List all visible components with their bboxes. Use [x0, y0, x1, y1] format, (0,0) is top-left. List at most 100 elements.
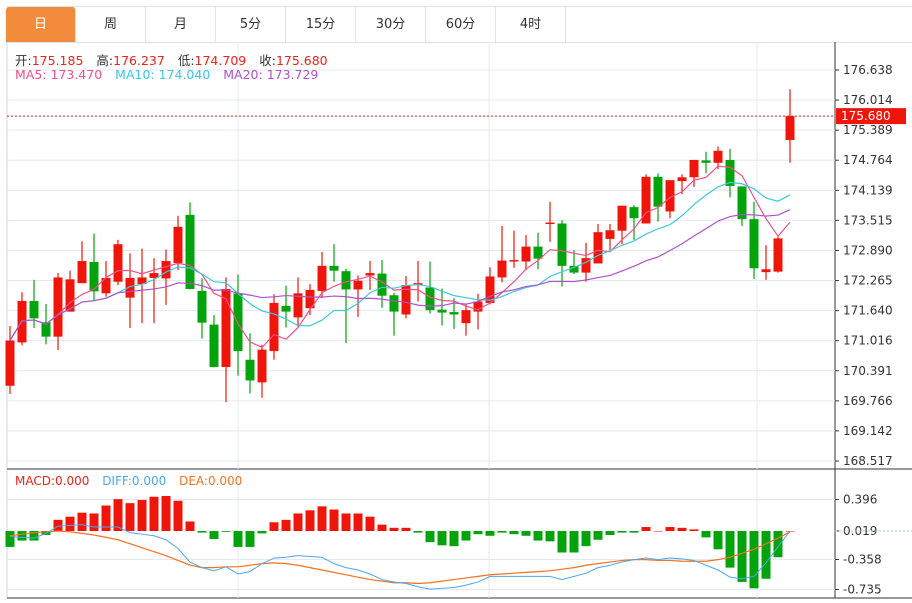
candle-up — [125, 277, 135, 298]
price-tick-label: 172.265 — [843, 274, 893, 288]
candle-up — [773, 238, 783, 272]
price-tick-label: 176.638 — [843, 63, 893, 77]
candle-up — [713, 150, 723, 163]
candle-down — [533, 246, 543, 259]
macd-bar — [749, 531, 759, 589]
macd-bar — [365, 516, 375, 531]
macd-bar — [449, 531, 459, 547]
candle-up — [293, 293, 303, 318]
macd-legend: MACD:0.000 DIFF:0.000 DEA:0.000 — [15, 474, 251, 488]
candle-down — [701, 160, 711, 163]
close-value: 175.680 — [275, 53, 328, 68]
tab-15min[interactable]: 15分 — [286, 7, 356, 42]
candle-down — [377, 273, 387, 296]
candle-up — [137, 277, 147, 285]
candle-down — [425, 287, 435, 311]
price-tick-label: 171.016 — [843, 334, 893, 348]
candle-down — [89, 262, 99, 292]
macd-bar — [185, 521, 195, 531]
candle-down — [197, 290, 207, 323]
candle-up — [593, 232, 603, 264]
diff-line — [9, 524, 791, 590]
tab-week[interactable]: 周 — [76, 7, 146, 42]
macd-bar — [473, 531, 483, 535]
candle-down — [41, 322, 51, 337]
candle-up — [365, 273, 375, 276]
candle-down — [185, 214, 195, 289]
macd-bar — [653, 531, 663, 532]
candle-down — [437, 309, 447, 313]
candle-up — [485, 276, 495, 303]
candle-up — [641, 176, 651, 224]
macd-tick-label: 0.396 — [843, 492, 877, 506]
tab-60min[interactable]: 60分 — [426, 7, 496, 42]
macd-bar — [257, 531, 267, 534]
price-tick-label: 173.515 — [843, 213, 893, 227]
macd-bar — [353, 513, 363, 531]
macd-bar — [389, 527, 399, 531]
tab-4hour[interactable]: 4时 — [496, 7, 566, 42]
macd-bar — [557, 531, 567, 553]
candle-up — [305, 289, 315, 309]
ma10-value: MA10: 174.040 — [115, 67, 211, 82]
tab-day[interactable]: 日 — [6, 7, 76, 42]
macd-bar — [437, 531, 447, 546]
macd-bar — [773, 531, 783, 558]
tab-30min[interactable]: 30分 — [356, 7, 426, 42]
candle-up — [677, 177, 687, 182]
macd-bar — [485, 531, 495, 536]
candle-down — [569, 265, 579, 273]
candle-up — [461, 310, 471, 324]
tab-5min[interactable]: 5分 — [216, 7, 286, 42]
candle-down — [209, 324, 219, 367]
macd-bar — [605, 531, 615, 535]
macd-bar — [281, 519, 291, 531]
macd-bar — [197, 531, 207, 533]
price-tick-label: 170.391 — [843, 364, 893, 378]
candle-up — [401, 285, 411, 315]
macd-bar — [641, 527, 651, 531]
candle-down — [389, 295, 399, 312]
macd-bar — [593, 531, 603, 540]
macd-bar — [233, 531, 243, 547]
candle-up — [497, 260, 507, 278]
candle-up — [545, 222, 555, 225]
candle-down — [725, 159, 735, 186]
tab-month[interactable]: 月 — [146, 7, 216, 42]
last-price-tag — [836, 108, 906, 125]
macd-bar — [77, 512, 87, 531]
price-tick-label: 176.014 — [843, 93, 893, 107]
dea-line — [9, 530, 791, 585]
candle-down — [281, 305, 291, 312]
candle-down — [29, 301, 39, 319]
candle-up — [113, 244, 123, 282]
dea-value: DEA:0.000 — [179, 474, 243, 488]
macd-bar — [701, 531, 711, 538]
macd-bar — [509, 531, 519, 535]
candle-up — [689, 159, 699, 178]
close-label: 收: — [259, 53, 276, 68]
macd-bar — [137, 499, 147, 531]
candle-up — [617, 205, 627, 231]
high-label: 高: — [96, 53, 114, 68]
candle-up — [605, 230, 615, 239]
candle-down — [749, 219, 759, 269]
macd-bar — [413, 531, 423, 533]
candle-up — [161, 261, 171, 279]
high-value: 176.237 — [113, 53, 165, 68]
macd-bar — [53, 519, 63, 531]
macd-bar — [377, 524, 387, 531]
macd-bar — [689, 529, 699, 531]
ma20-line — [9, 209, 791, 341]
price-tick-label: 174.139 — [843, 183, 893, 197]
macd-bar — [173, 500, 183, 531]
macd-bar — [425, 531, 435, 543]
macd-bar — [101, 505, 111, 531]
macd-value: MACD:0.000 — [15, 474, 90, 488]
macd-bar — [221, 531, 231, 532]
price-tick-label: 168.517 — [843, 454, 893, 468]
macd-tick-label: -0.735 — [843, 583, 882, 597]
low-value: 174.709 — [194, 53, 247, 68]
macd-bar — [677, 527, 687, 531]
